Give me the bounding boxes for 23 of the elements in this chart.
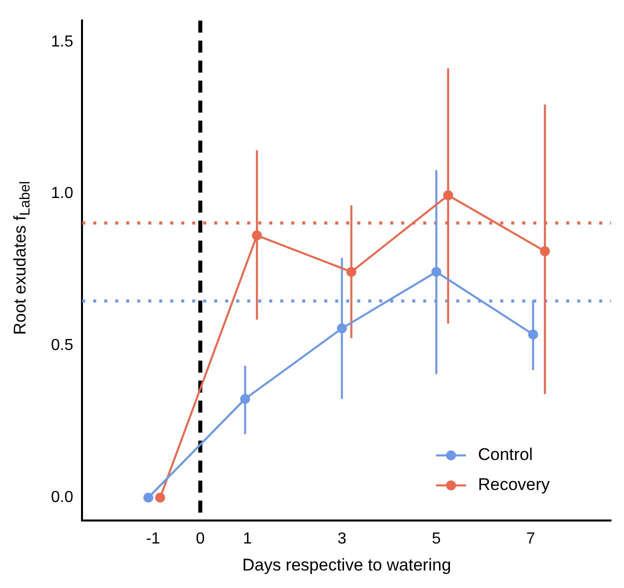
x-tick-label: -1 [146, 530, 160, 548]
y-tick-label: 1.0 [50, 185, 74, 202]
y-tick-label: 0.5 [50, 337, 74, 354]
legend-label: Recovery [478, 475, 550, 494]
x-tick-label: 1 [243, 530, 252, 548]
point [540, 246, 550, 256]
point [240, 394, 250, 404]
point [346, 266, 356, 277]
point [155, 492, 166, 503]
point [443, 190, 454, 200]
point [528, 329, 538, 340]
x-tick-label: 7 [526, 530, 536, 548]
y-tick-label: 1.5 [50, 33, 74, 50]
point [143, 492, 154, 503]
y-tick-label: 0.0 [50, 489, 74, 506]
legend-label: Control [478, 445, 533, 464]
x-tick-label: 0 [196, 530, 205, 548]
point [252, 230, 262, 240]
x-tick-label: 3 [337, 530, 346, 548]
point [431, 266, 442, 277]
x-tick-label: 5 [432, 530, 441, 548]
point [336, 323, 347, 334]
x-axis-title: Days respective to watering [242, 555, 452, 574]
